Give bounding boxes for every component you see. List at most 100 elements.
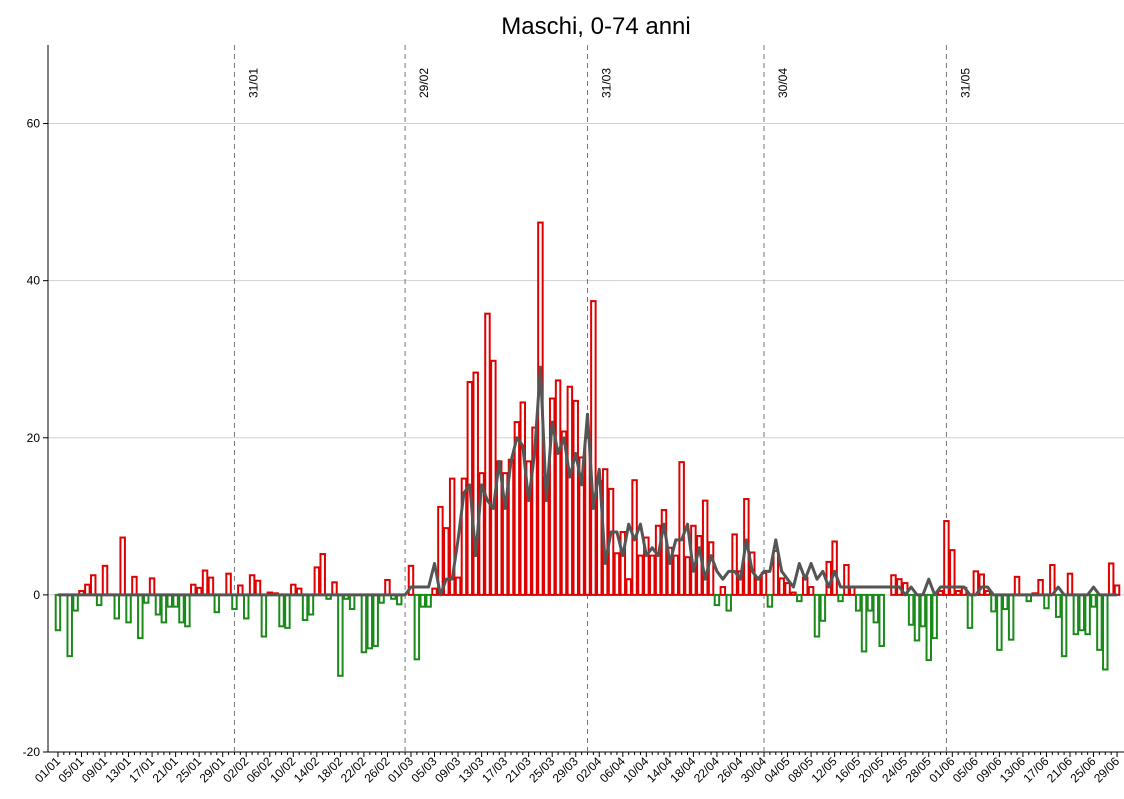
- bar: [890, 574, 897, 596]
- annotation-label: 31/01: [246, 68, 260, 98]
- bar: [554, 379, 562, 596]
- bar: [301, 593, 309, 622]
- y-tick-label: 0: [33, 588, 40, 602]
- bar: [131, 575, 138, 596]
- bar: [954, 589, 962, 596]
- bar: [1107, 562, 1115, 596]
- bar: [919, 593, 927, 628]
- x-tick-label: 08/05: [785, 754, 816, 785]
- bar: [943, 520, 950, 596]
- bar: [684, 556, 691, 596]
- bar: [372, 593, 379, 647]
- bar: [566, 385, 574, 596]
- bar: [531, 426, 538, 596]
- annotation-label: 29/02: [417, 68, 431, 98]
- bar: [319, 553, 326, 596]
- x-tick-label: 09/06: [973, 754, 1004, 785]
- bar: [1102, 593, 1109, 671]
- x-tick-label: 13/03: [456, 754, 487, 785]
- x-tick-label: 17/03: [479, 754, 510, 785]
- bar: [866, 593, 874, 612]
- x-tick-label: 18/04: [667, 754, 698, 785]
- bar: [666, 546, 674, 596]
- bar: [90, 574, 97, 596]
- x-tick-label: 01/06: [926, 754, 957, 785]
- bar: [1090, 593, 1097, 608]
- bar: [201, 569, 209, 596]
- x-tick-label: 21/06: [1044, 754, 1075, 785]
- bar: [937, 589, 944, 596]
- x-tick-label: 17/01: [126, 754, 157, 785]
- bar: [407, 564, 415, 596]
- x-tick-label: 13/06: [997, 754, 1028, 785]
- x-tick-label: 09/01: [79, 754, 110, 785]
- bar: [654, 524, 662, 596]
- bar: [760, 571, 768, 596]
- x-tick-label: 16/05: [832, 754, 863, 785]
- bar: [837, 593, 844, 603]
- bar: [978, 573, 985, 596]
- bar: [1013, 575, 1021, 596]
- bar: [1002, 593, 1009, 611]
- bar: [366, 593, 374, 650]
- bar: [1072, 593, 1080, 636]
- bar: [854, 593, 862, 612]
- bar: [772, 549, 780, 596]
- bar: [313, 566, 321, 596]
- bar: [207, 576, 215, 596]
- bar: [448, 477, 456, 596]
- bar: [860, 593, 868, 653]
- y-tick-label: 40: [27, 274, 41, 288]
- bar: [719, 586, 727, 596]
- bar: [578, 456, 585, 596]
- x-tick-label: 05/01: [55, 754, 86, 785]
- bar: [754, 578, 762, 596]
- bar: [1054, 593, 1062, 618]
- x-tick-label: 04/05: [762, 754, 793, 785]
- bar: [425, 593, 432, 608]
- bar: [443, 527, 450, 596]
- bar: [696, 534, 703, 596]
- bar: [725, 593, 732, 612]
- bar: [478, 472, 485, 596]
- bar: [619, 531, 627, 596]
- bar: [184, 593, 191, 628]
- bar: [84, 583, 91, 596]
- x-tick-label: 29/01: [197, 754, 228, 785]
- bar: [431, 587, 438, 596]
- bar: [672, 554, 679, 596]
- bar: [248, 574, 256, 596]
- x-tick-label: 05/03: [409, 754, 440, 785]
- bar: [966, 593, 974, 629]
- bar: [778, 577, 785, 596]
- x-tick-label: 02/04: [573, 754, 604, 785]
- bar: [1066, 572, 1074, 596]
- bar: [548, 397, 556, 596]
- x-tick-label: 20/05: [856, 754, 887, 785]
- bar: [101, 564, 109, 596]
- annotation-label: 31/05: [958, 68, 972, 98]
- bar: [254, 579, 262, 596]
- x-tick-label: 13/01: [103, 754, 134, 785]
- bar: [790, 591, 797, 596]
- bar: [1113, 584, 1121, 596]
- bar: [472, 371, 479, 596]
- bar: [260, 593, 268, 638]
- bar: [660, 509, 668, 596]
- bar: [872, 593, 880, 624]
- bar: [166, 593, 173, 608]
- x-tick-label: 06/02: [244, 754, 275, 785]
- bar: [984, 589, 991, 596]
- bar: [925, 593, 933, 662]
- bar: [454, 576, 462, 596]
- x-tick-label: 25/03: [526, 754, 557, 785]
- x-tick-label: 05/06: [950, 754, 981, 785]
- bar: [949, 549, 956, 596]
- x-tick-label: 25/01: [173, 754, 204, 785]
- bar: [225, 572, 232, 596]
- x-tick-label: 21/03: [503, 754, 534, 785]
- bar: [348, 593, 356, 611]
- x-tick-label: 29/03: [550, 754, 581, 785]
- bar: [825, 560, 832, 596]
- x-tick-label: 22/02: [338, 754, 369, 785]
